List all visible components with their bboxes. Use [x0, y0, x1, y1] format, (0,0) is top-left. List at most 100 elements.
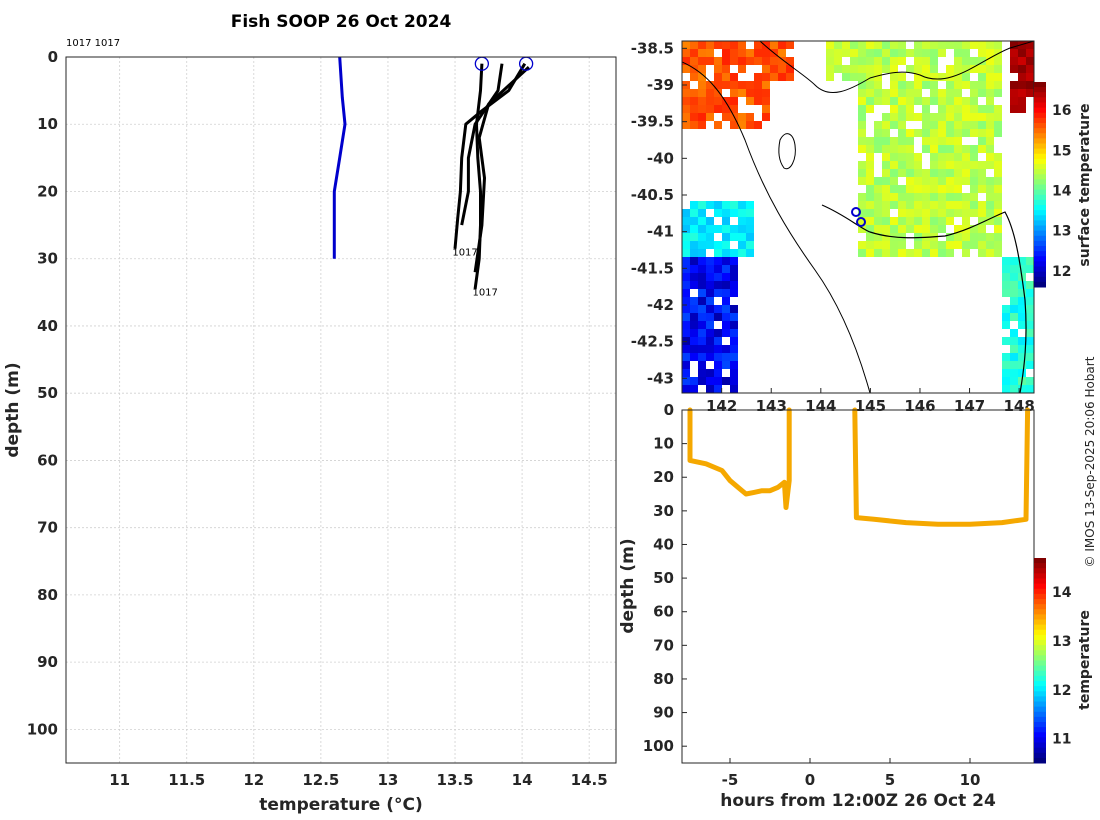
sst-cell — [946, 161, 954, 169]
sst-cell — [762, 73, 770, 81]
sst-cell — [698, 121, 706, 129]
sst-cell — [922, 249, 930, 257]
sst-cell — [954, 145, 962, 153]
sst-cell — [858, 41, 866, 49]
sst-cell — [882, 153, 890, 161]
sst-cell — [730, 225, 738, 233]
sst-cell — [1010, 313, 1018, 321]
sst-cell — [970, 65, 978, 73]
sst-cell — [978, 57, 986, 65]
sst-cell — [1018, 65, 1026, 73]
sst-cell — [722, 233, 730, 241]
map-x-tick-label: 147 — [954, 397, 985, 415]
sst-cell — [706, 217, 714, 225]
sst-cell — [930, 153, 938, 161]
sst-cell — [962, 41, 970, 49]
sst-cell — [698, 249, 706, 257]
sst-cell — [714, 97, 722, 105]
sst-cell — [922, 41, 930, 49]
sst-cell — [866, 49, 874, 57]
sst-cell — [714, 249, 722, 257]
y-tick-label: 40 — [653, 535, 674, 553]
sst-cell — [866, 153, 874, 161]
sst-cell — [1010, 41, 1018, 49]
sst-cell — [890, 161, 898, 169]
sst-cell — [906, 145, 914, 153]
sst-cell — [986, 193, 994, 201]
colorbar-segment — [1034, 670, 1046, 677]
x-tick-label: -5 — [722, 771, 739, 789]
sst-cell — [746, 97, 754, 105]
colorbar-segment — [1034, 578, 1046, 585]
sst-cell — [730, 281, 738, 289]
sst-cell — [938, 129, 946, 137]
sst-cell — [986, 137, 994, 145]
sst-cell — [970, 209, 978, 217]
sst-cell — [698, 329, 706, 337]
sst-cell — [682, 377, 690, 385]
colorbar-segment — [1034, 138, 1046, 144]
sst-cell — [722, 281, 730, 289]
sst-cell — [770, 57, 778, 65]
sst-cell — [922, 209, 930, 217]
sst-cell — [946, 113, 954, 121]
temperature-colorbar-label: temperature — [1077, 610, 1093, 710]
sst-cell — [954, 105, 962, 113]
sst-cell — [1002, 353, 1010, 361]
sst-cell — [698, 265, 706, 273]
sst-cell — [898, 73, 906, 81]
sst-cell — [714, 305, 722, 313]
sst-cell — [770, 41, 778, 49]
tasmania-coast — [821, 204, 1027, 393]
sst-cell — [922, 97, 930, 105]
sst-cell — [1010, 305, 1018, 313]
sst-cell — [938, 73, 946, 81]
sst-cell — [1026, 289, 1034, 297]
sst-cell — [858, 169, 866, 177]
sst-cell — [690, 41, 698, 49]
sst-cell — [866, 209, 874, 217]
sst-cell — [906, 161, 914, 169]
sst-cell — [690, 257, 698, 265]
map-x-tick-label: 142 — [706, 397, 737, 415]
sst-cell — [714, 329, 722, 337]
sst-cell — [922, 57, 930, 65]
sst-cell — [914, 81, 922, 89]
sst-cell — [1026, 281, 1034, 289]
sst-cell — [698, 49, 706, 57]
sst-cell — [970, 41, 978, 49]
sst-cell — [714, 385, 722, 393]
sst-cell — [978, 225, 986, 233]
sst-cell — [922, 65, 930, 73]
sst-cell — [906, 169, 914, 177]
sst-cell — [778, 41, 786, 49]
sst-cell — [690, 233, 698, 241]
sst-cell — [746, 233, 754, 241]
sst-cell — [1026, 337, 1034, 345]
sst-cell — [858, 105, 866, 113]
sst-cell — [954, 193, 962, 201]
sst-cell — [954, 57, 962, 65]
sst-cell — [898, 49, 906, 57]
sst-cell — [826, 73, 834, 81]
sst-cell — [906, 129, 914, 137]
sst-cell — [970, 177, 978, 185]
sst-cell — [1018, 57, 1026, 65]
sst-cell — [986, 57, 994, 65]
y-tick-label: 40 — [37, 317, 58, 335]
sst-cell — [946, 177, 954, 185]
sst-cell — [906, 193, 914, 201]
sst-cell — [722, 81, 730, 89]
sst-cell — [930, 129, 938, 137]
colorbar-segment — [1034, 215, 1046, 221]
sst-cell — [994, 249, 1002, 257]
sst-cell — [698, 89, 706, 97]
sst-cell — [898, 161, 906, 169]
sst-cell — [882, 201, 890, 209]
sst-cell — [1010, 81, 1018, 89]
sst-cell — [914, 177, 922, 185]
colorbar-segment — [1034, 128, 1046, 134]
y-tick-label: 20 — [653, 468, 674, 486]
sst-cell — [738, 209, 746, 217]
colorbar-segment — [1034, 563, 1046, 569]
